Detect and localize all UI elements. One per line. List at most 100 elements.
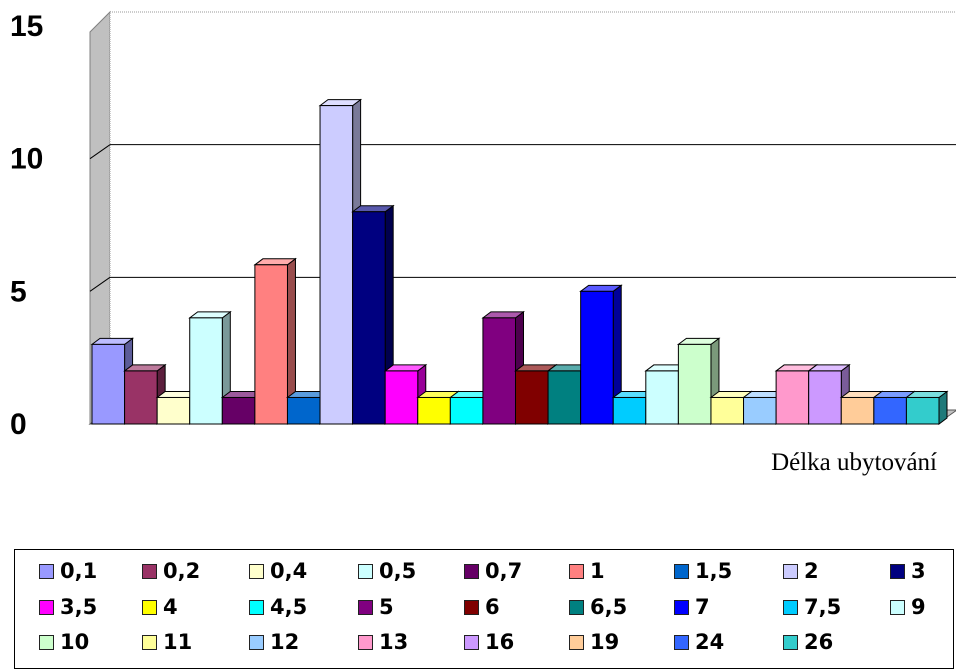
bar-front bbox=[710, 396, 745, 425]
bar bbox=[904, 390, 949, 425]
legend-item: 24 bbox=[674, 627, 724, 657]
legend-item: 2 bbox=[783, 556, 819, 586]
legend-item: 0,7 bbox=[464, 556, 522, 586]
legend-item: 1,5 bbox=[674, 556, 732, 586]
legend-item: 4 bbox=[142, 592, 178, 622]
bar-front bbox=[189, 317, 223, 425]
bar-top bbox=[904, 390, 949, 398]
legend-label: 11 bbox=[163, 630, 193, 654]
legend-label: 4,5 bbox=[270, 595, 308, 619]
legend-item: 6 bbox=[464, 592, 500, 622]
x-axis-label: Délka ubytování bbox=[771, 449, 937, 476]
legend-item: 0,2 bbox=[142, 556, 200, 586]
gridline bbox=[89, 276, 111, 292]
bar-front bbox=[286, 396, 321, 425]
bar-front bbox=[417, 396, 451, 425]
bar-chart: 0 5 10 15 Délka ubytování bbox=[10, 10, 956, 476]
legend-label: 19 bbox=[590, 630, 620, 654]
y-axis-ticks: 0 5 10 15 bbox=[10, 10, 43, 441]
legend-label: 3 bbox=[911, 559, 926, 583]
legend-swatch bbox=[783, 599, 798, 615]
legend-label: 0,5 bbox=[379, 559, 417, 583]
bar-front bbox=[840, 396, 875, 425]
legend-label: 24 bbox=[695, 630, 725, 654]
legend-swatch bbox=[569, 563, 584, 579]
legend-item: 13 bbox=[358, 627, 408, 657]
legend-swatch bbox=[39, 599, 54, 615]
y-tick-label: 10 bbox=[10, 143, 43, 176]
bar bbox=[481, 310, 525, 425]
legend-label: 0,1 bbox=[60, 559, 98, 583]
legend-swatch bbox=[39, 634, 54, 650]
legend-label: 0,4 bbox=[270, 559, 308, 583]
chart-walls bbox=[88, 10, 956, 425]
y-tick-label: 15 bbox=[10, 10, 43, 43]
bar-front bbox=[645, 370, 679, 425]
bar-top bbox=[253, 258, 297, 266]
legend-label: 1 bbox=[590, 559, 605, 583]
legend-label: 1,5 bbox=[695, 559, 733, 583]
legend-swatch bbox=[358, 599, 373, 615]
bar bbox=[676, 337, 721, 425]
bar bbox=[383, 363, 428, 425]
legend-swatch bbox=[890, 599, 905, 615]
y-tick-label: 0 bbox=[10, 408, 27, 441]
legend: 0,1 0,2 0,4 0,5 0,7 1 1,5 2 3 3,5 4 4,5 5 6 6,5 7 7,5 9 10… bbox=[14, 549, 954, 669]
bar-front bbox=[91, 343, 126, 425]
legend-label: 6 bbox=[485, 595, 500, 619]
legend-swatch bbox=[358, 634, 373, 650]
legend-item: 19 bbox=[569, 627, 619, 657]
legend-label: 4 bbox=[163, 595, 178, 619]
legend-item: 26 bbox=[783, 627, 833, 657]
legend-swatch bbox=[674, 634, 689, 650]
legend-swatch bbox=[464, 634, 479, 650]
bar-front bbox=[254, 264, 288, 425]
bar bbox=[351, 204, 395, 425]
bar-top bbox=[318, 99, 363, 107]
legend-swatch bbox=[674, 563, 689, 579]
bar bbox=[253, 257, 297, 425]
bar-top bbox=[676, 337, 721, 345]
bar-front bbox=[221, 396, 256, 425]
legend-label: 5 bbox=[379, 595, 394, 619]
bar-front bbox=[677, 343, 712, 425]
bar-front bbox=[905, 396, 940, 425]
legend-item: 16 bbox=[464, 627, 514, 657]
bar-top bbox=[90, 337, 135, 345]
legend-swatch bbox=[569, 599, 584, 615]
gridlines bbox=[89, 144, 956, 292]
legend-swatch bbox=[569, 634, 584, 650]
legend-item: 6,5 bbox=[569, 592, 627, 622]
y-tick-label: 5 bbox=[10, 275, 27, 308]
bar-front bbox=[775, 370, 810, 425]
legend-label: 3,5 bbox=[60, 595, 98, 619]
legend-label: 0,7 bbox=[485, 559, 523, 583]
bar-front bbox=[482, 317, 516, 425]
legend-label: 13 bbox=[379, 630, 409, 654]
legend-label: 10 bbox=[60, 630, 90, 654]
bar-front bbox=[124, 370, 158, 425]
legend-swatch bbox=[464, 599, 479, 615]
legend-label: 0,2 bbox=[163, 559, 201, 583]
legend-swatch bbox=[358, 563, 373, 579]
bar-top bbox=[481, 311, 525, 319]
legend-item: 11 bbox=[142, 627, 192, 657]
bar-top bbox=[579, 284, 623, 292]
legend-label: 7,5 bbox=[804, 595, 842, 619]
legend-label: 7 bbox=[695, 595, 710, 619]
legend-label: 26 bbox=[804, 630, 834, 654]
legend-swatch bbox=[39, 563, 54, 579]
legend-item: 5 bbox=[358, 592, 394, 622]
legend-swatch bbox=[464, 563, 479, 579]
legend-item: 0,1 bbox=[39, 556, 97, 586]
legend-swatch bbox=[783, 634, 798, 650]
bar-front bbox=[743, 396, 777, 425]
legend-label: 12 bbox=[270, 630, 300, 654]
bar-front bbox=[319, 105, 354, 425]
legend-item: 0,5 bbox=[358, 556, 416, 586]
bar-front bbox=[873, 396, 907, 425]
bar-front bbox=[352, 211, 386, 425]
bar-front bbox=[612, 396, 647, 425]
legend-label: 16 bbox=[485, 630, 515, 654]
legend-swatch bbox=[142, 634, 157, 650]
